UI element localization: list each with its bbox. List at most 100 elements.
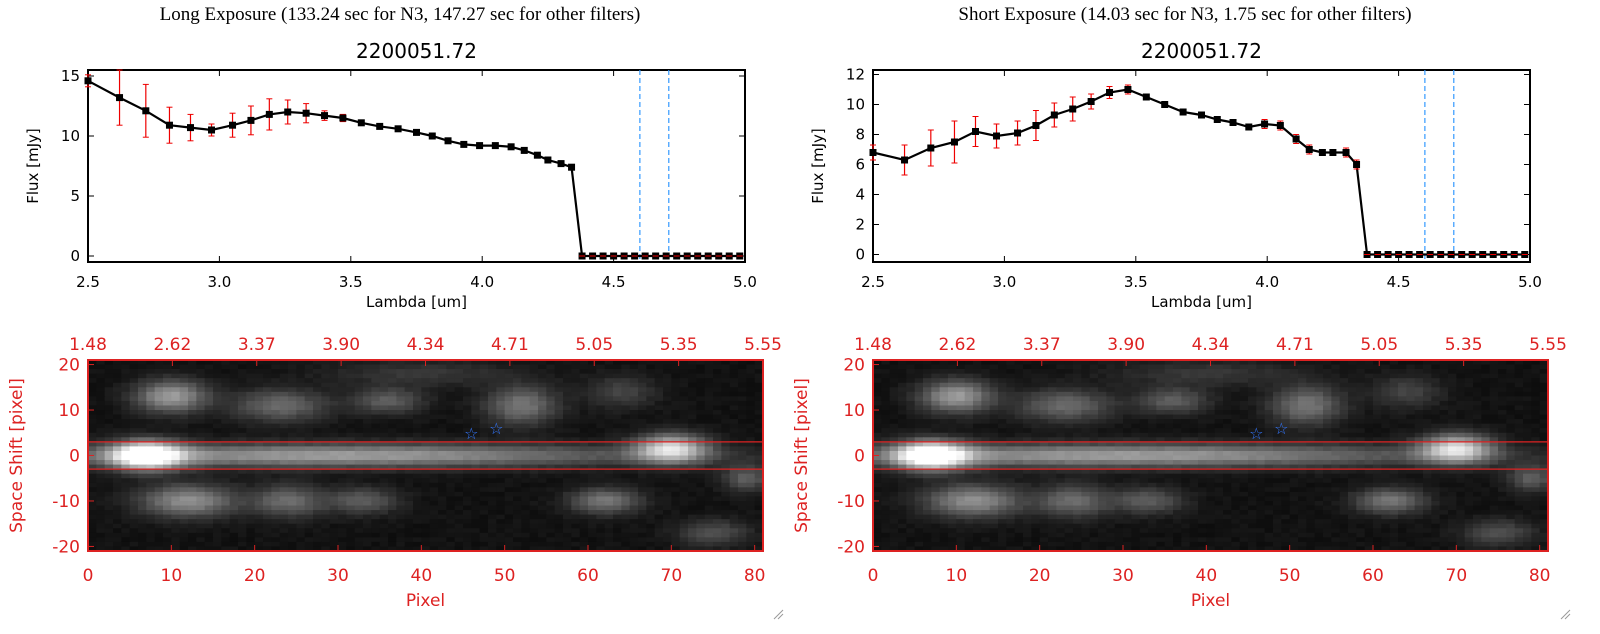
heatmap-cell — [1073, 396, 1082, 401]
top-tick-label: 2.62 — [153, 335, 191, 355]
heatmap-cell — [1340, 365, 1349, 370]
heatmap-cell — [555, 378, 564, 383]
heatmap-cell — [213, 519, 222, 524]
heatmap-cell — [346, 506, 355, 511]
heatmap-cell — [388, 524, 397, 529]
heatmap-cell — [1248, 415, 1257, 420]
heatmap-cell — [990, 387, 999, 392]
heatmap-cell — [196, 528, 205, 533]
heatmap-cell — [505, 501, 514, 506]
heatmap-cell — [513, 533, 522, 538]
heatmap-cell — [305, 537, 314, 542]
heatmap-cell — [596, 510, 605, 515]
heatmap-cell — [338, 405, 347, 410]
heatmap-cell — [521, 515, 530, 520]
heatmap-cell — [113, 405, 122, 410]
heatmap-cell — [188, 506, 197, 511]
heatmap-cell — [305, 510, 314, 515]
heatmap-cell — [746, 446, 755, 451]
heatmap-cell — [355, 496, 364, 501]
heatmap-cell — [288, 446, 297, 451]
heatmap-cell — [238, 374, 247, 379]
heatmap-cell — [446, 383, 455, 388]
heatmap-cell — [405, 542, 414, 547]
heatmap-cell — [1065, 383, 1074, 388]
heatmap-cell — [1090, 392, 1099, 397]
heatmap-cell — [730, 528, 739, 533]
heatmap-cell — [305, 433, 314, 438]
heatmap-cell — [330, 528, 339, 533]
heatmap-cell — [1098, 410, 1107, 415]
heatmap-cell — [388, 365, 397, 370]
heatmap-cell — [696, 456, 705, 461]
heatmap-cell — [255, 392, 264, 397]
heatmap-cell — [663, 515, 672, 520]
heatmap-cell — [1315, 392, 1324, 397]
heatmap-cell — [663, 483, 672, 488]
heatmap-cell — [513, 478, 522, 483]
heatmap-cell — [371, 510, 380, 515]
heatmap-cell — [196, 537, 205, 542]
heatmap-cell — [655, 478, 664, 483]
heatmap-cell — [188, 424, 197, 429]
heatmap-cell — [530, 483, 539, 488]
heatmap-cell — [171, 506, 180, 511]
heatmap-cell — [255, 515, 264, 520]
heatmap-cell — [1031, 405, 1040, 410]
heatmap-cell — [488, 392, 497, 397]
heatmap-cell — [1148, 419, 1157, 424]
heatmap-cell — [405, 524, 414, 529]
heatmap-cell — [580, 474, 589, 479]
heatmap-cell — [330, 387, 339, 392]
heatmap-cell — [196, 474, 205, 479]
heatmap-cell — [1090, 369, 1099, 374]
heatmap-cell — [171, 515, 180, 520]
heatmap-cell — [105, 533, 114, 538]
heatmap-cell — [621, 537, 630, 542]
heatmap-cell — [713, 460, 722, 465]
heatmap-cell — [146, 415, 155, 420]
heatmap-cell — [655, 474, 664, 479]
heatmap-cell — [746, 378, 755, 383]
heatmap-cell — [1206, 387, 1215, 392]
heatmap-cell — [571, 460, 580, 465]
heatmap-cell — [906, 424, 915, 429]
heatmap-cell — [505, 401, 514, 406]
heatmap-cell — [246, 392, 255, 397]
heatmap-cell — [480, 396, 489, 401]
heatmap-cell — [138, 378, 147, 383]
heatmap-cell — [630, 374, 639, 379]
heatmap-cell — [1056, 374, 1065, 379]
heatmap-cell — [1306, 405, 1315, 410]
heatmap-cell — [680, 519, 689, 524]
heatmap-cell — [438, 469, 447, 474]
heatmap-cell — [981, 401, 990, 406]
data-point — [376, 123, 383, 130]
heatmap-cell — [388, 415, 397, 420]
heatmap-cell — [646, 424, 655, 429]
heatmap-cell — [1023, 415, 1032, 420]
heatmap-cell — [713, 542, 722, 547]
heatmap-cell — [671, 433, 680, 438]
heatmap-cell — [488, 515, 497, 520]
heatmap-cell — [405, 469, 414, 474]
heatmap-cell — [555, 433, 564, 438]
heatmap-cell — [1023, 401, 1032, 406]
heatmap-cell — [538, 478, 547, 483]
heatmap-cell — [730, 492, 739, 497]
heatmap-cell — [638, 365, 647, 370]
heatmap-cell — [438, 383, 447, 388]
heatmap-cell — [505, 387, 514, 392]
heatmap-cell — [746, 519, 755, 524]
heatmap-cell — [480, 496, 489, 501]
heatmap-cell — [321, 378, 330, 383]
heatmap-cell — [705, 528, 714, 533]
heatmap-cell — [146, 474, 155, 479]
heatmap-cell — [271, 446, 280, 451]
heatmap-cell — [596, 446, 605, 451]
heatmap-cell — [471, 474, 480, 479]
heatmap-cell — [296, 483, 305, 488]
heatmap-cell — [405, 528, 414, 533]
heatmap-cell — [563, 456, 572, 461]
heatmap-cell — [296, 405, 305, 410]
